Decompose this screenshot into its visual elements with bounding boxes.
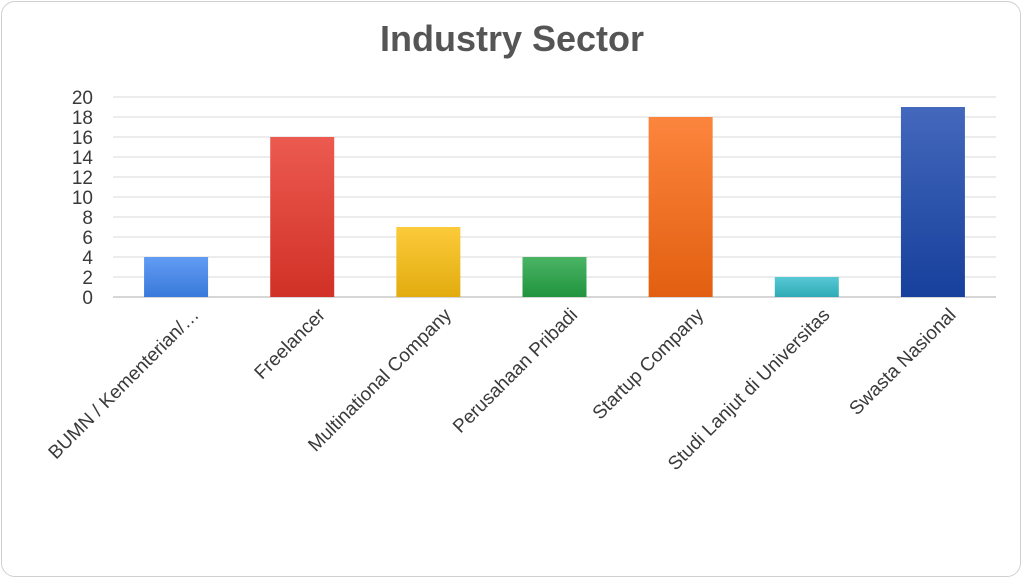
x-tick-label: Startup Company: [589, 304, 709, 424]
bar: [144, 257, 209, 297]
y-tick-label: 0: [82, 288, 93, 309]
y-tick-label: 20: [72, 88, 93, 109]
chart-title: Industry Sector: [379, 18, 645, 59]
y-tick-label: 12: [72, 168, 93, 189]
bars: [144, 107, 965, 297]
y-tick-label: 18: [72, 108, 93, 129]
x-tick-label: Multinational Company: [304, 304, 456, 456]
y-tick-label: 4: [82, 248, 93, 269]
bar: [396, 227, 461, 297]
bar: [774, 277, 839, 297]
y-tick-label: 16: [72, 128, 93, 149]
bar: [270, 137, 335, 297]
gridlines: [113, 96, 996, 298]
y-tick-label: 6: [82, 228, 93, 249]
y-tick-label: 10: [72, 188, 93, 209]
x-axis: BUMN / Kementerian/… FreelancerMultinatio…: [45, 304, 961, 475]
x-tick-label: BUMN / Kementerian/…: [45, 305, 204, 464]
x-tick-label: Swasta Nasional: [846, 305, 961, 420]
x-tick-label: Freelancer: [251, 304, 331, 384]
y-tick-label: 2: [82, 268, 93, 289]
bar: [648, 117, 713, 297]
y-tick-label: 14: [72, 148, 94, 169]
x-tick-label: Perusahaan Pribadi: [449, 305, 582, 438]
bar: [900, 107, 965, 297]
bar: [522, 257, 587, 297]
y-tick-label: 8: [82, 208, 93, 229]
